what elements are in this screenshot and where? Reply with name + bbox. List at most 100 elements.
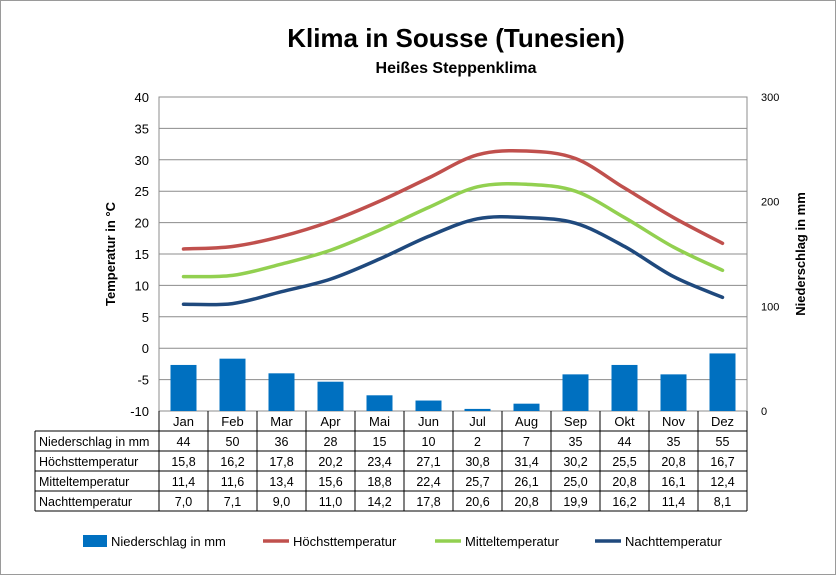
data-label: 11,0	[319, 495, 342, 509]
y2-tick-label: 300	[761, 92, 779, 104]
precipitation-bar	[562, 374, 589, 411]
legend-label: Niederschlag in mm	[111, 534, 226, 549]
data-label: 9,0	[273, 495, 290, 509]
precipitation-bar	[415, 400, 442, 411]
data-label: 11,4	[172, 475, 195, 489]
precipitation-bar	[219, 358, 246, 411]
table-row-label: Nachttemperatur	[39, 495, 132, 509]
data-label: 8,1	[714, 495, 731, 509]
y-axis-title: Temperatur in °C	[103, 201, 118, 306]
y-tick-label: -10	[130, 404, 149, 419]
data-label: 50	[226, 435, 240, 449]
data-label: 25,5	[612, 455, 636, 469]
line-mitteltemperatur	[181, 181, 725, 279]
data-label: 10	[422, 435, 436, 449]
data-label: 11,4	[662, 495, 685, 509]
data-label: 13,4	[269, 475, 293, 489]
chart-title: Klima in Sousse (Tunesien)	[287, 23, 625, 53]
legend-label: Mitteltemperatur	[465, 534, 560, 549]
data-label: 7	[523, 435, 530, 449]
data-label: 20,8	[612, 475, 636, 489]
data-label: 15,6	[318, 475, 342, 489]
y-tick-label: 10	[135, 278, 149, 293]
legend-swatch	[83, 535, 107, 547]
y2-axis-title: Niederschlag in mm	[793, 192, 808, 316]
data-label: 17,8	[416, 495, 440, 509]
data-label: 25,0	[563, 475, 587, 489]
data-label: 35	[569, 435, 583, 449]
y2-tick-label: 100	[761, 301, 779, 313]
y-tick-label: 20	[135, 216, 149, 231]
data-label: 25,7	[465, 475, 489, 489]
data-label: 7,1	[224, 495, 241, 509]
data-label: 27,1	[416, 455, 440, 469]
x-tick-label: Jul	[469, 414, 486, 429]
data-label: 11,6	[221, 475, 244, 489]
data-label: 14,2	[367, 495, 391, 509]
data-label: 22,4	[416, 475, 440, 489]
y-tick-label: 5	[142, 310, 149, 325]
data-label: 15,8	[171, 455, 195, 469]
line-nachttemperatur	[181, 215, 725, 307]
table-row-label: Mitteltemperatur	[39, 475, 129, 489]
precipitation-bar	[268, 373, 295, 411]
x-tick-label: Nov	[662, 414, 686, 429]
x-tick-label: Dez	[711, 414, 734, 429]
precipitation-bar	[170, 364, 197, 411]
y-tick-label: 35	[135, 121, 149, 136]
precipitation-bar	[611, 364, 638, 411]
data-label: 16,7	[710, 455, 734, 469]
data-label: 31,4	[514, 455, 538, 469]
data-label: 35	[667, 435, 681, 449]
x-tick-label: Jun	[418, 414, 439, 429]
data-label: 44	[618, 435, 632, 449]
data-label: 7,0	[175, 495, 192, 509]
legend-label: Höchsttemperatur	[293, 534, 397, 549]
legend-label: Nachttemperatur	[625, 534, 722, 549]
data-label: 2	[474, 435, 481, 449]
data-label: 26,1	[514, 475, 538, 489]
data-label: 36	[275, 435, 289, 449]
precipitation-bar	[317, 381, 344, 411]
precipitation-bar	[660, 374, 687, 411]
data-label: 23,4	[367, 455, 391, 469]
precipitation-bar	[464, 408, 491, 411]
y-tick-label: 25	[135, 184, 149, 199]
precipitation-bar	[513, 403, 540, 411]
table-row-label: Höchsttemperatur	[39, 455, 138, 469]
y-tick-label: 40	[135, 90, 149, 105]
precipitation-bar	[366, 395, 393, 411]
data-label: 20,8	[514, 495, 538, 509]
data-label: 30,2	[563, 455, 587, 469]
data-label: 20,8	[661, 455, 685, 469]
y-tick-label: 15	[135, 247, 149, 262]
x-tick-label: Feb	[221, 414, 243, 429]
data-label: 20,2	[318, 455, 342, 469]
data-label: 16,1	[661, 475, 685, 489]
x-tick-label: Mai	[369, 414, 390, 429]
x-tick-label: Sep	[564, 414, 587, 429]
data-label: 16,2	[220, 455, 244, 469]
y2-tick-label: 200	[761, 197, 779, 209]
data-label: 19,9	[563, 495, 587, 509]
chart-subtitle: Heißes Steppenklima	[375, 60, 537, 77]
line-höchsttemperatur	[181, 148, 725, 251]
data-label: 20,6	[465, 495, 489, 509]
x-tick-label: Jan	[173, 414, 194, 429]
x-tick-label: Okt	[614, 414, 635, 429]
x-tick-label: Apr	[320, 414, 341, 429]
data-label: 16,2	[612, 495, 636, 509]
data-label: 12,4	[710, 475, 734, 489]
data-label: 44	[177, 435, 191, 449]
data-label: 55	[716, 435, 730, 449]
data-label: 30,8	[465, 455, 489, 469]
x-tick-label: Aug	[515, 414, 538, 429]
data-label: 17,8	[269, 455, 293, 469]
x-tick-label: Mar	[270, 414, 293, 429]
y-tick-label: 0	[142, 341, 149, 356]
data-label: 28	[324, 435, 338, 449]
data-label: 18,8	[367, 475, 391, 489]
y2-tick-label: 0	[761, 406, 767, 418]
